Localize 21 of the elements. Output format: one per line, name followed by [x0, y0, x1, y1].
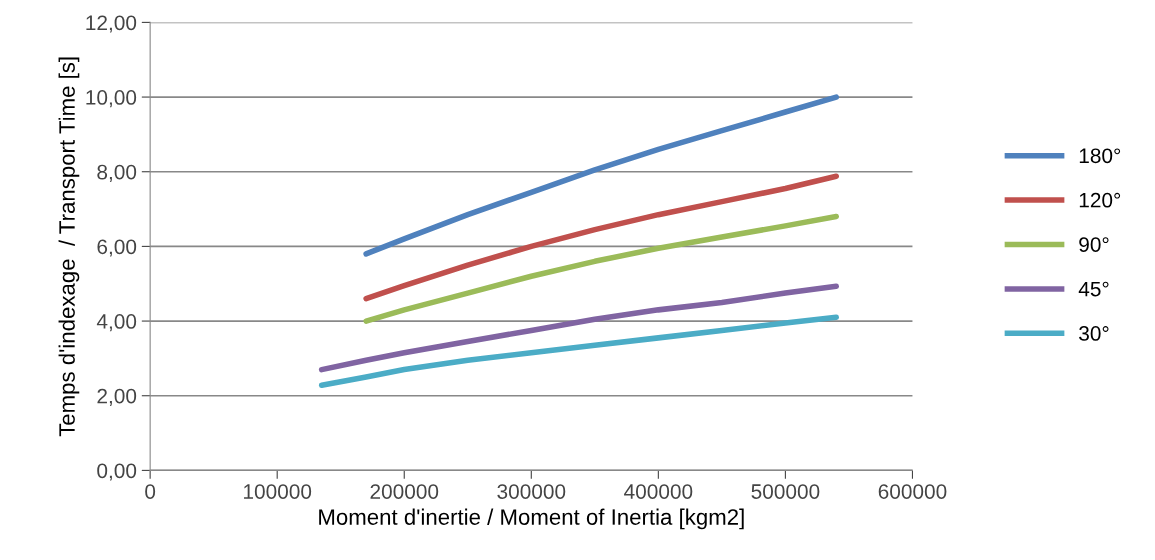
x-tick-label: 400000: [624, 484, 693, 499]
y-tick-label: 0,00: [97, 463, 137, 481]
legend-label: 45°: [1078, 281, 1109, 297]
legend-label: 180°: [1079, 148, 1121, 164]
x-tick-label: 200000: [370, 484, 439, 499]
x-tick-label: 600000: [878, 484, 947, 499]
y-tick-label: 10,00: [86, 90, 137, 108]
x-axis-title: Moment d'inertie / Moment of Inertia [kgm2]: [319, 508, 744, 530]
legend-label: 120°: [1079, 192, 1121, 208]
y-tick-label: 2,00: [97, 388, 137, 406]
legend-label: 90°: [1079, 237, 1109, 252]
x-tick-label: 0: [145, 484, 156, 499]
y-tick-label: 12,00: [86, 15, 137, 33]
legend-label: 30°: [1079, 326, 1109, 341]
x-tick-label: 500000: [751, 484, 820, 499]
x-tick-label: 100000: [244, 484, 312, 499]
x-tick-label: 300000: [497, 484, 566, 499]
y-tick-label: 8,00: [97, 164, 137, 182]
y-tick-label: 6,00: [97, 239, 137, 257]
y-tick-label: 4,00: [96, 314, 137, 332]
y-axis-title: Temps d'indexage / Transport Time [s]: [58, 57, 80, 437]
